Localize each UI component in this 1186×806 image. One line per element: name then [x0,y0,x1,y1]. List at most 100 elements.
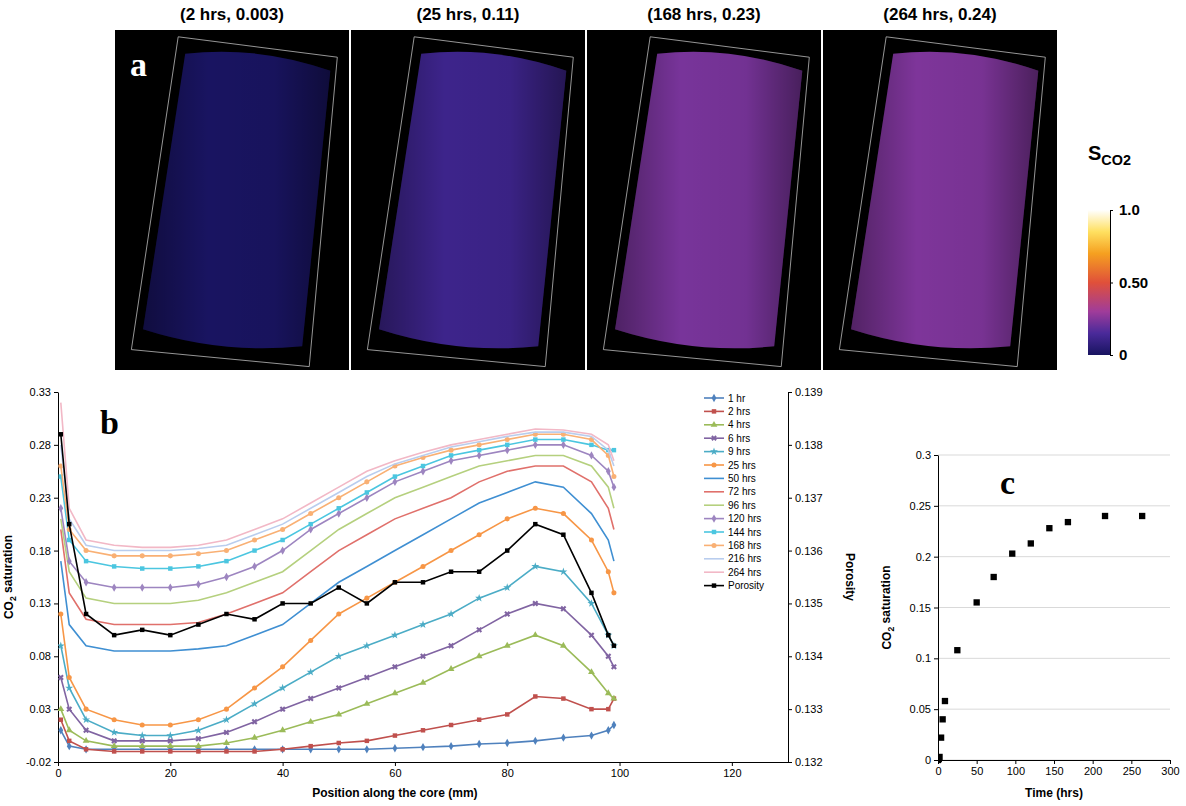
x-axis-line [59,762,789,763]
panel-title: (25 hrs, 0.11) [416,5,519,24]
tick-label: 0.25 [910,500,931,512]
series-marker [58,641,65,649]
series-marker [533,694,537,698]
series-marker [505,712,509,716]
tick-mark [934,760,938,761]
series-marker [140,628,144,632]
tick-label: 0.3 [916,449,931,461]
tick-mark [934,455,938,456]
x-axis-tick: 250 [1123,760,1141,777]
series-line [61,482,614,651]
legend-label: 96 hrs [728,500,756,511]
series-marker [589,731,594,739]
legend-entry: 72 hrs [704,486,756,497]
series-marker [112,564,116,568]
series-marker [606,633,610,637]
x-axis-tick: 80 [502,762,514,779]
series-marker [533,737,538,745]
series-marker [391,631,399,639]
y-axis-line [58,393,59,763]
series-marker [337,506,341,510]
panel-background [351,30,585,370]
y-axis-title: CO2 saturation [879,565,896,649]
data-point [954,647,960,653]
series-marker [605,689,612,695]
tick-mark [1110,355,1113,356]
series-marker [252,745,257,753]
series-marker [59,717,63,721]
volume-panel [823,30,1057,370]
series-marker [67,538,71,542]
tick-mark [788,551,792,552]
series-marker [168,566,172,570]
series-marker [83,737,90,743]
series-line [61,434,614,556]
series-marker [168,553,173,558]
series-marker [168,722,173,727]
legend-entry: 6 hrs [704,433,750,444]
data-point [1046,525,1052,531]
tick-label: 150 [1045,765,1063,777]
series-marker [84,548,89,553]
series-marker [66,726,73,732]
legend-marker [712,530,716,534]
series-marker [477,448,481,452]
y2-axis: 0.1320.1330.1340.1350.1360.1370.1380.139 [788,386,823,768]
data-point [974,599,980,605]
series-marker [505,548,509,552]
series-marker [224,559,228,563]
tick-label: 0.1 [916,652,931,664]
series-marker [168,583,173,591]
series-marker [196,580,201,588]
tick-label: 0.05 [910,703,931,715]
legend-marker [712,409,716,413]
series-marker [58,726,63,734]
series-marker [82,726,91,735]
series-marker [252,617,256,621]
series-marker [112,633,116,637]
panel-letter-group: c [998,464,1017,501]
data-point [938,754,943,760]
x-axis: 020406080100120 [55,762,788,779]
panel-background [823,30,1057,370]
tick-label: 0.138 [795,439,823,451]
series-marker [278,705,287,714]
bounding-box [131,37,337,367]
tick-label: 0.13 [30,597,51,609]
legend-marker [711,421,718,427]
legend-label: 9 hrs [728,446,750,457]
bounding-box [367,37,573,367]
series-marker [604,631,612,639]
series-marker [505,739,510,747]
series-marker [532,631,539,637]
series-marker [280,527,285,532]
series-marker [421,580,425,584]
y-axis: 00.050.10.150.20.250.3 [910,449,939,766]
volume-panel [587,30,821,370]
tick-label: 0.18 [30,545,51,557]
series-marker [224,745,229,753]
series-marker [140,722,145,727]
series-marker [561,532,565,536]
legend-label: 2 hrs [728,406,750,417]
data-point [1009,550,1015,556]
series-marker [448,665,455,671]
series-marker [65,705,74,714]
y-axis-tick: 0.2 [916,551,938,563]
tick-label: 0 [935,765,941,777]
series-marker [58,611,63,616]
series-marker [606,569,611,574]
series-marker [612,721,617,729]
tick-mark [54,603,58,604]
tick-mark [788,762,792,763]
series-marker [308,525,313,533]
legend-swatch [704,558,724,560]
series-marker [606,707,610,711]
series-marker [336,495,341,500]
tick-mark [1110,210,1113,211]
tick-label: 0.08 [30,650,51,662]
series-marker [250,717,259,726]
panel-title: (2 hrs, 0.003) [180,5,284,24]
series-marker [559,604,568,613]
tick-label: 0.03 [30,703,51,715]
